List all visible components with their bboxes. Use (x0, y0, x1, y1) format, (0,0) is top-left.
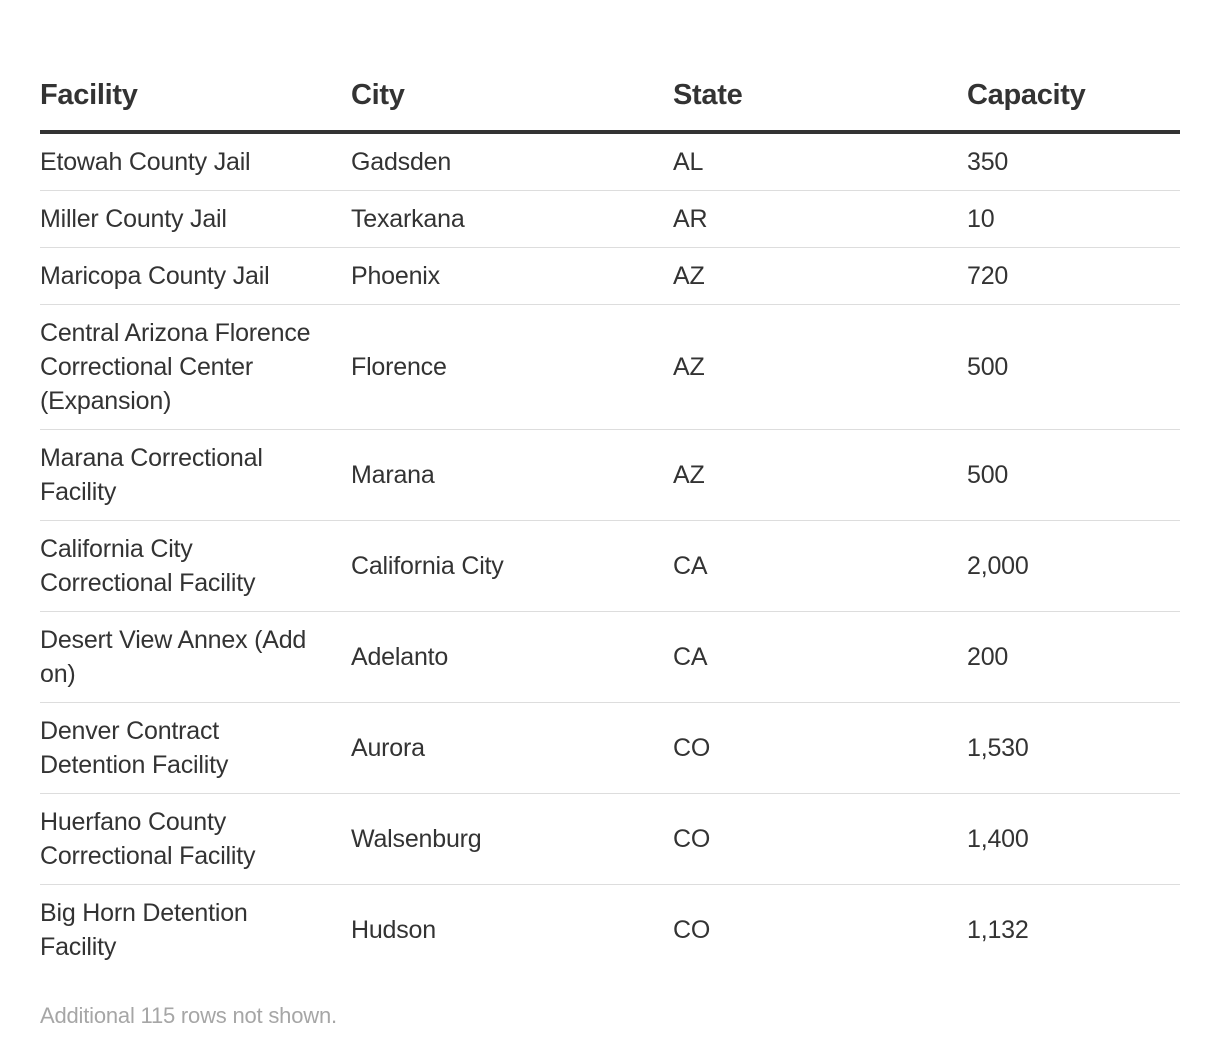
table-body: Etowah County Jail Gadsden AL 350 Miller… (40, 132, 1180, 975)
cell-state: AZ (673, 429, 967, 521)
cell-state: AZ (673, 247, 967, 305)
cell-facility: Desert View Annex (Add on) (40, 611, 351, 703)
cell-facility: Etowah County Jail (40, 132, 351, 191)
cell-capacity: 10 (967, 190, 1180, 248)
table-row: Huerfano County Correctional Facility Wa… (40, 793, 1180, 885)
cell-facility: Miller County Jail (40, 190, 351, 248)
cell-capacity: 1,132 (967, 916, 1029, 944)
cell-facility: California City Correctional Facility (40, 520, 351, 612)
cell-capacity: 1,400 (967, 793, 1180, 885)
cell-city: Texarkana (351, 190, 673, 248)
cell-state: CO (673, 793, 967, 885)
header-state: State (673, 60, 967, 134)
table-row: Denver Contract Detention Facility Auror… (40, 702, 1180, 794)
facilities-table: Facility City State Capacity Etowah Coun… (40, 60, 1180, 975)
table-row: Maricopa County Jail Phoenix AZ 720 (40, 247, 1180, 305)
header-facility: Facility (40, 60, 351, 134)
cell-capacity: 500 (967, 304, 1180, 430)
cell-capacity: 720 (967, 247, 1180, 305)
table-container: Facility City State Capacity Etowah Coun… (40, 0, 1180, 1029)
cell-state: AZ (673, 304, 967, 430)
rows-not-shown-note: Additional 115 rows not shown. (40, 1003, 337, 1028)
table-row: Marana Correctional Facility Marana AZ 5… (40, 429, 1180, 521)
cell-state: CA (673, 520, 967, 612)
header-capacity: Capacity (967, 60, 1180, 134)
cell-capacity: 200 (967, 611, 1180, 703)
cell-capacity: 1,530 (967, 702, 1180, 794)
cell-city: Aurora (351, 702, 673, 794)
cell-city: California City (351, 520, 673, 612)
table-row: California City Correctional Facility Ca… (40, 520, 1180, 612)
table-row: Big Horn Detention Facility Hudson CO 1,… (40, 885, 1180, 976)
cell-state: CO (673, 702, 967, 794)
cell-city: Walsenburg (351, 793, 673, 885)
cell-city: Adelanto (351, 611, 673, 703)
cell-city: Gadsden (351, 132, 673, 191)
cell-city: Marana (351, 429, 673, 521)
cell-city: Hudson (351, 916, 436, 944)
table-row: Central Arizona Florence Correctional Ce… (40, 304, 1180, 430)
cell-city: Phoenix (351, 247, 673, 305)
cell-facility: Huerfano County Correctional Facility (40, 793, 351, 885)
cell-facility: Central Arizona Florence Correctional Ce… (40, 304, 351, 430)
table-row: Miller County Jail Texarkana AR 10 (40, 190, 1180, 248)
header-city: City (351, 60, 673, 134)
header-row: Facility City State Capacity (40, 60, 1180, 134)
cell-facility: Denver Contract Detention Facility (40, 702, 351, 794)
cell-state: AL (673, 132, 967, 191)
cell-state: CA (673, 611, 967, 703)
table-row: Etowah County Jail Gadsden AL 350 (40, 132, 1180, 191)
cell-capacity: 2,000 (967, 520, 1180, 612)
cell-state: CO (673, 916, 711, 944)
cell-facility: Marana Correctional Facility (40, 429, 351, 521)
table-row: Desert View Annex (Add on) Adelanto CA 2… (40, 611, 1180, 703)
table-header: Facility City State Capacity (40, 60, 1180, 134)
cell-capacity: 500 (967, 429, 1180, 521)
cell-facility: Big Horn Detention Facility (40, 899, 248, 961)
cell-state: AR (673, 190, 967, 248)
cell-city: Florence (351, 304, 673, 430)
cell-capacity: 350 (967, 132, 1180, 191)
cell-facility: Maricopa County Jail (40, 247, 351, 305)
